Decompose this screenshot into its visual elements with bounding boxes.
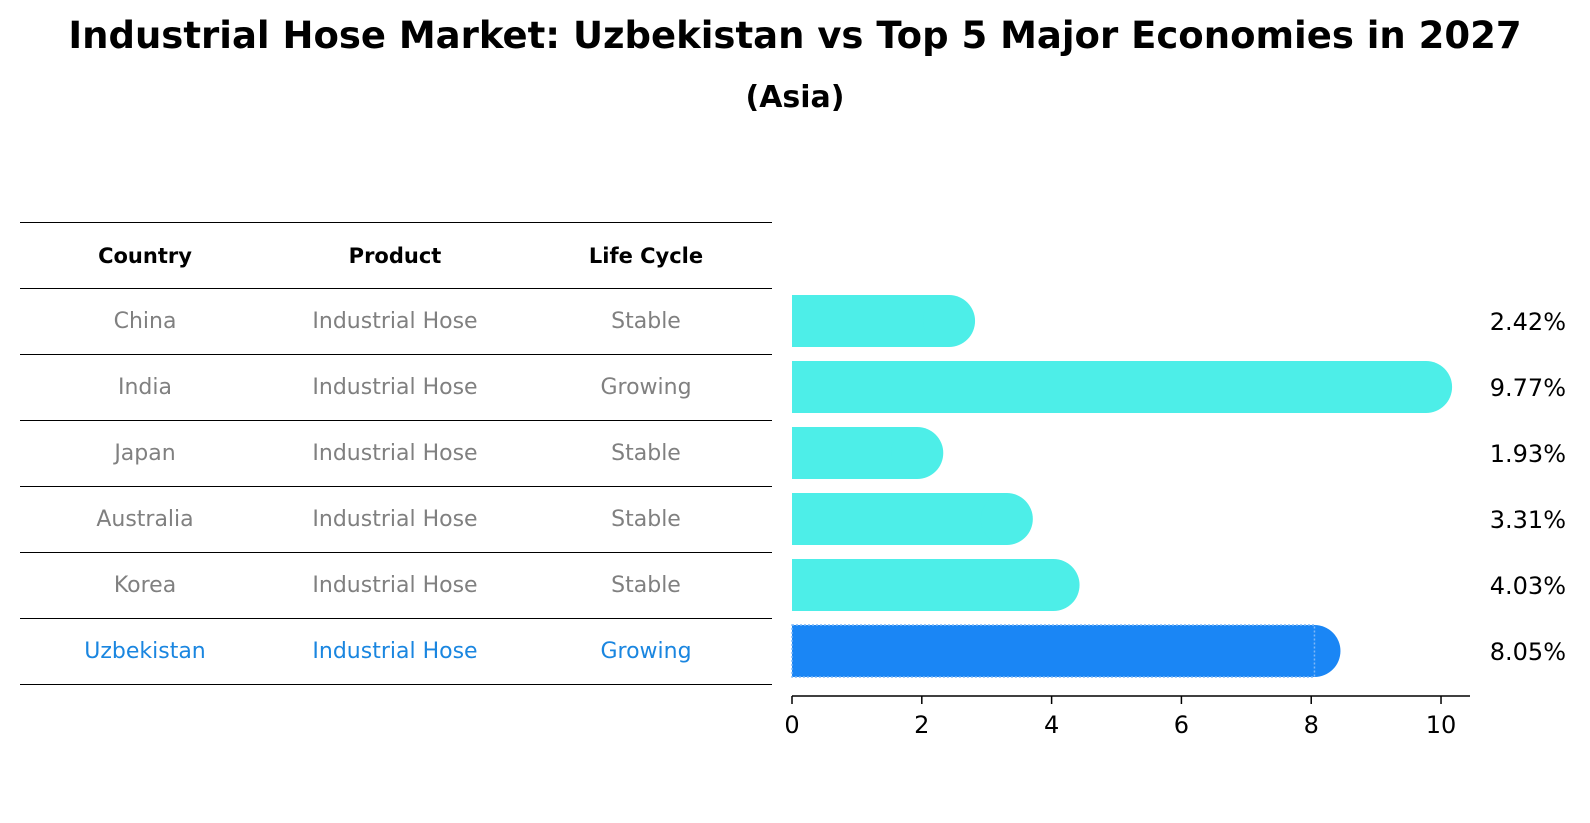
x-tick-label: 4	[1044, 711, 1059, 739]
bar-korea	[792, 559, 1080, 611]
value-label: 9.77%	[1490, 374, 1566, 402]
bar-india	[792, 361, 1453, 413]
value-label: 8.05%	[1490, 638, 1566, 666]
country-cell: Australia	[96, 507, 194, 532]
life-cycle-cell: Stable	[611, 309, 681, 334]
life-cycle-cell: Stable	[611, 441, 681, 466]
table-row: Korea Industrial Hose Stable	[20, 553, 772, 619]
x-tick-label: 8	[1304, 711, 1319, 739]
country-cell: China	[113, 309, 177, 334]
country-cell: Japan	[114, 441, 176, 466]
product-cell: Industrial Hose	[312, 639, 478, 664]
table-row: India Industrial Hose Growing	[20, 355, 772, 421]
chart-subtitle: (Asia)	[745, 80, 845, 115]
x-tick-label: 6	[1174, 711, 1189, 739]
table-row: China Industrial Hose Stable	[20, 289, 772, 355]
comparison-table: Country Product Life Cycle China Industr…	[20, 222, 772, 685]
product-cell: Industrial Hose	[312, 375, 478, 400]
product-cell: Industrial Hose	[312, 573, 478, 598]
table-row-highlight: Uzbekistan Industrial Hose Growing	[20, 619, 772, 685]
x-tick-label: 2	[914, 711, 929, 739]
value-label: 4.03%	[1490, 572, 1566, 600]
header-country: Country	[98, 243, 192, 268]
life-cycle-cell: Growing	[600, 375, 692, 400]
value-label: 1.93%	[1490, 440, 1566, 468]
table-row: Australia Industrial Hose Stable	[20, 487, 772, 553]
x-tick-label: 10	[1426, 711, 1457, 739]
country-cell: Korea	[113, 573, 177, 598]
product-cell: Industrial Hose	[312, 441, 478, 466]
bar-uzbekistan	[791, 624, 1341, 678]
life-cycle-cell: Stable	[611, 573, 681, 598]
product-cell: Industrial Hose	[312, 507, 478, 532]
life-cycle-cell: Growing	[600, 639, 692, 664]
bar-australia	[792, 493, 1033, 545]
country-cell: India	[118, 375, 172, 400]
life-cycle-cell: Stable	[611, 507, 681, 532]
value-label: 3.31%	[1490, 506, 1566, 534]
country-cell: Uzbekistan	[84, 639, 206, 664]
x-tick-label: 0	[784, 711, 799, 739]
product-cell: Industrial Hose	[312, 309, 478, 334]
table-row: Japan Industrial Hose Stable	[20, 421, 772, 487]
chart-title: Industrial Hose Market: Uzbekistan vs To…	[68, 14, 1522, 57]
value-label: 2.42%	[1490, 308, 1566, 336]
header-life-cycle: Life Cycle	[588, 243, 704, 268]
bar-china	[792, 295, 976, 347]
header-product: Product	[348, 243, 442, 268]
bar-japan	[792, 427, 944, 479]
table-header-row: Country Product Life Cycle	[20, 222, 772, 289]
